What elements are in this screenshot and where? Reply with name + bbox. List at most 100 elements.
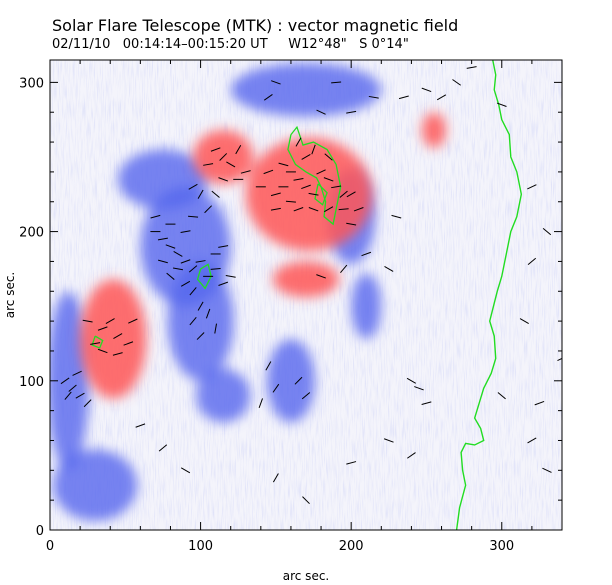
field-vector-38 (205, 308, 211, 319)
field-vector-54 (278, 162, 289, 167)
field-vector-115 (527, 437, 537, 444)
field-vector-32 (218, 245, 229, 248)
field-vector-58 (324, 153, 333, 161)
field-vector-91 (272, 383, 280, 393)
field-vector-24 (166, 272, 175, 280)
field-vector-93 (421, 87, 432, 93)
field-vector-12 (105, 318, 115, 325)
field-vector-25 (157, 259, 168, 264)
negative-region-4 (50, 291, 90, 471)
negative-region-8 (53, 449, 138, 522)
neutral-contour-3 (91, 335, 104, 349)
field-vector-26 (195, 260, 206, 263)
field-vector-73 (218, 177, 229, 182)
field-vector-101 (316, 109, 326, 115)
field-vector-113 (272, 473, 279, 483)
field-vector-7 (97, 326, 108, 331)
field-vector-20 (188, 265, 198, 273)
field-vector-64 (338, 208, 349, 211)
field-vector-62 (308, 207, 319, 212)
field-vector-4 (72, 370, 82, 376)
negative-region-6 (266, 339, 316, 423)
x-tick-label-0: 0 (46, 539, 54, 554)
positive-polarity-layer (80, 112, 447, 399)
neutral-line (455, 60, 523, 530)
field-vector-10 (112, 352, 123, 356)
field-vector-97 (496, 102, 507, 107)
field-vector-86 (414, 386, 424, 391)
negative-region-3 (230, 62, 382, 117)
field-vector-95 (452, 79, 461, 86)
neutral-contours (91, 60, 523, 530)
field-vector-109 (180, 467, 191, 474)
chart-title: Solar Flare Telescope (MTK) : vector mag… (52, 16, 459, 35)
field-vector-0 (60, 377, 70, 385)
negative-region-9 (351, 273, 382, 340)
field-vector-11 (90, 342, 101, 345)
field-vector-5 (64, 391, 72, 400)
field-vector-98 (527, 184, 537, 190)
field-vector-84 (316, 274, 326, 279)
field-vector-89 (294, 376, 303, 385)
neutral-contour-2 (314, 183, 328, 206)
field-vector-29 (218, 281, 229, 286)
field-vector-111 (383, 438, 394, 443)
field-vector-78 (211, 190, 220, 198)
field-vector-55 (301, 154, 311, 160)
y-tick-label-200: 200 (19, 226, 44, 241)
field-vector-13 (123, 341, 134, 346)
y-tick-label-0: 0 (36, 524, 44, 539)
negative-region-1 (117, 149, 209, 210)
field-vector-81 (361, 251, 372, 257)
field-vector-118 (519, 318, 529, 325)
axes: 0 100 200 300 0 100 200 300 (19, 60, 563, 554)
field-vector-63 (324, 206, 334, 213)
field-vector-121 (534, 400, 545, 406)
field-vector-9 (97, 348, 108, 354)
field-vector-71 (235, 144, 242, 155)
field-vector-39 (189, 316, 197, 326)
x-axis-label: arc sec. (283, 569, 329, 583)
field-vector-18 (173, 251, 183, 257)
field-vector-96 (466, 66, 477, 69)
field-vector-17 (165, 244, 176, 249)
x-tick-label-200: 200 (339, 539, 364, 554)
field-vector-92 (258, 398, 264, 409)
chart-subtitle: 02/11/10 00:14:14–00:15:20 UT W12°48" S … (52, 37, 409, 52)
field-vector-48 (285, 200, 296, 203)
negative-region-7 (196, 368, 251, 423)
field-vector-75 (240, 170, 251, 174)
field-vector-44 (301, 184, 311, 190)
field-vector-28 (210, 267, 221, 270)
field-vector-30 (225, 274, 236, 278)
field-vector-112 (407, 452, 416, 459)
field-vector-35 (188, 215, 199, 218)
y-tick-label-100: 100 (19, 375, 44, 390)
neutral-contour-0 (287, 125, 342, 226)
x-tick-label-300: 300 (489, 539, 514, 554)
field-vector-99 (542, 227, 552, 236)
field-vector-53 (339, 190, 348, 198)
field-vector-40 (214, 323, 218, 334)
field-vector-51 (323, 177, 334, 182)
positive-region-4 (272, 261, 340, 298)
field-vector-22 (180, 280, 191, 287)
field-vector-116 (542, 467, 552, 473)
field-vector-59 (263, 169, 274, 175)
positive-region-2 (245, 137, 373, 251)
field-vector-36 (150, 214, 161, 219)
x-tick-label-100: 100 (188, 539, 213, 554)
field-vector-49 (293, 207, 304, 212)
field-vector-57 (311, 144, 316, 155)
plot-area (50, 60, 562, 530)
field-vector-16 (157, 237, 168, 241)
field-vector-8 (113, 333, 123, 339)
field-vector-90 (265, 361, 272, 371)
field-vector-19 (180, 259, 191, 264)
field-vector-21 (172, 267, 184, 271)
field-vector-82 (384, 265, 394, 272)
field-vector-76 (188, 183, 198, 190)
field-vector-50 (316, 169, 326, 175)
field-vector-37 (197, 301, 204, 311)
